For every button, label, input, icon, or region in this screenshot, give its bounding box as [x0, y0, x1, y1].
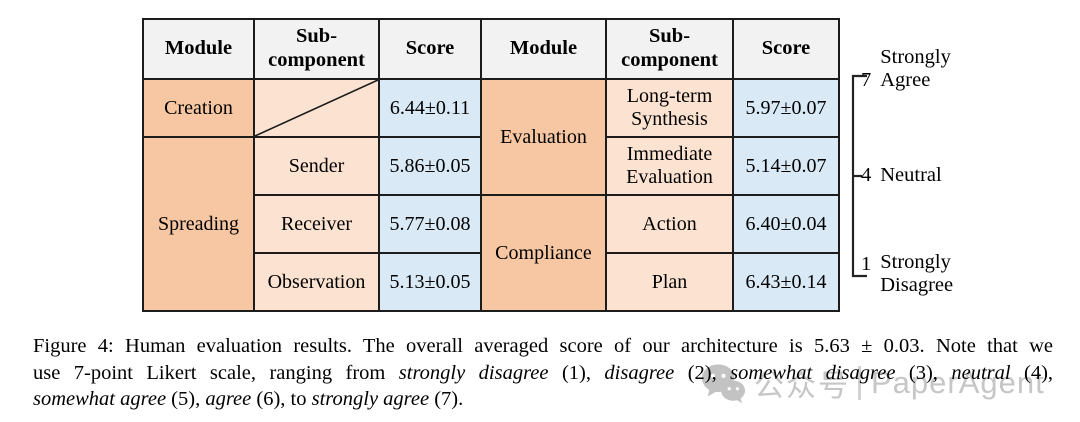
- creation-subcomponent-empty: [253, 78, 380, 138]
- likert-label-neutral: Neutral: [880, 164, 942, 186]
- caption-italic: somewhat disagree: [730, 361, 896, 384]
- likert-value-1: 1: [861, 253, 872, 275]
- header-score-left: Score: [378, 18, 482, 80]
- caption-line-2: use 7-point Likert scale, ranging from s…: [33, 360, 1053, 387]
- caption-italic: somewhat agree: [33, 388, 167, 410]
- table-row: Receiver 5.77±0.08 Compliance Action 6.4…: [143, 194, 840, 312]
- header-module-right: Module: [480, 18, 607, 80]
- header-module-left: Module: [142, 18, 255, 80]
- score-observation: 5.13±0.05: [378, 252, 482, 312]
- caption-text: (2),: [674, 361, 731, 384]
- caption-text: Figure 4: Human evaluation results. The …: [33, 335, 1053, 357]
- caption-text: (7).: [429, 388, 464, 410]
- diagonal-line: [255, 80, 378, 136]
- score-action: 6.40±0.04: [732, 194, 840, 254]
- score-receiver: 5.77±0.08: [378, 194, 482, 254]
- caption-text: (3),: [895, 361, 952, 384]
- score-sender: 5.86±0.05: [378, 136, 482, 196]
- sub-plan: Plan: [605, 252, 734, 312]
- table-row: Creation 6.44±0.11 Evaluation Long-term …: [142, 78, 840, 196]
- likert-value-4: 4: [861, 164, 872, 186]
- caption-italic: agree: [205, 388, 252, 410]
- caption-text: (1),: [548, 361, 605, 384]
- likert-point-4: 4 Neutral: [861, 164, 972, 187]
- caption-italic: disagree: [604, 361, 675, 384]
- table-row: Observation 5.13±0.05 Plan 6.43±0.14: [143, 252, 840, 312]
- caption-text: (6), to: [251, 388, 312, 410]
- likert-label-strongly-disagree: Strongly Disagree: [880, 251, 954, 296]
- sub-action: Action: [605, 194, 734, 254]
- score-plan: 6.43±0.14: [732, 252, 840, 312]
- figure-caption: Figure 4: Human evaluation results. The …: [33, 333, 1053, 413]
- watermark: 公众号 PaperAgent: [698, 358, 1045, 408]
- likert-label-strongly-agree: Strongly Agree: [880, 46, 951, 91]
- sub-immediate-evaluation: Immediate Evaluation: [605, 136, 734, 196]
- header-subcomponent-left: Sub-component: [253, 18, 380, 80]
- human-evaluation-table: Module Sub-component Score Module Sub-co…: [142, 18, 840, 312]
- caption-italic: strongly agree: [311, 388, 430, 410]
- header-subcomponent-right: Sub-component: [605, 18, 734, 80]
- caption-text: (5),: [166, 388, 206, 410]
- header-score-right: Score: [732, 18, 840, 80]
- module-creation: Creation: [142, 78, 255, 138]
- caption-line-1: Figure 4: Human evaluation results. The …: [33, 333, 1053, 360]
- wechat-icon: [701, 364, 746, 404]
- watermark-text-en: PaperAgent: [871, 365, 1045, 400]
- score-immediate-evaluation: 5.14±0.07: [732, 136, 840, 196]
- sub-observation: Observation: [253, 252, 380, 312]
- watermark-text-cn: 公众号: [754, 370, 850, 403]
- watermark-separator: [858, 366, 861, 400]
- score-long-term-synthesis: 5.97±0.07: [732, 78, 840, 138]
- likert-bracket: [851, 74, 867, 278]
- caption-line-3: somewhat agree (5), agree (6), to strong…: [33, 386, 1053, 413]
- sub-receiver: Receiver: [253, 194, 380, 254]
- module-compliance: Compliance: [480, 194, 607, 312]
- sub-long-term-synthesis: Long-term Synthesis: [605, 78, 734, 138]
- likert-point-1: 1 Strongly Disagree: [861, 251, 972, 297]
- module-evaluation: Evaluation: [480, 78, 607, 196]
- caption-italic: strongly disagree: [398, 361, 549, 384]
- caption-text: (4),: [1010, 361, 1054, 384]
- likert-point-7: 7 Strongly Agree: [861, 46, 972, 92]
- module-spreading: Spreading: [142, 136, 255, 312]
- likert-value-7: 7: [861, 69, 872, 91]
- caption-italic: neutral: [951, 361, 1011, 384]
- table-header-row: Module Sub-component Score Module Sub-co…: [142, 18, 840, 80]
- caption-text: use 7-point Likert scale, ranging from: [33, 361, 399, 384]
- sub-sender: Sender: [253, 136, 380, 196]
- score-creation: 6.44±0.11: [378, 78, 482, 138]
- table-row: Spreading Sender 5.86±0.05 Immediate Eva…: [142, 136, 840, 312]
